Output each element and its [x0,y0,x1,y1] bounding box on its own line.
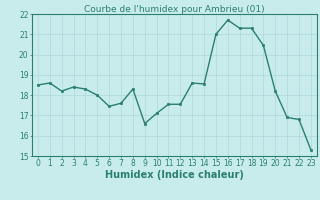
Title: Courbe de l'humidex pour Ambrieu (01): Courbe de l'humidex pour Ambrieu (01) [84,5,265,14]
X-axis label: Humidex (Indice chaleur): Humidex (Indice chaleur) [105,170,244,180]
